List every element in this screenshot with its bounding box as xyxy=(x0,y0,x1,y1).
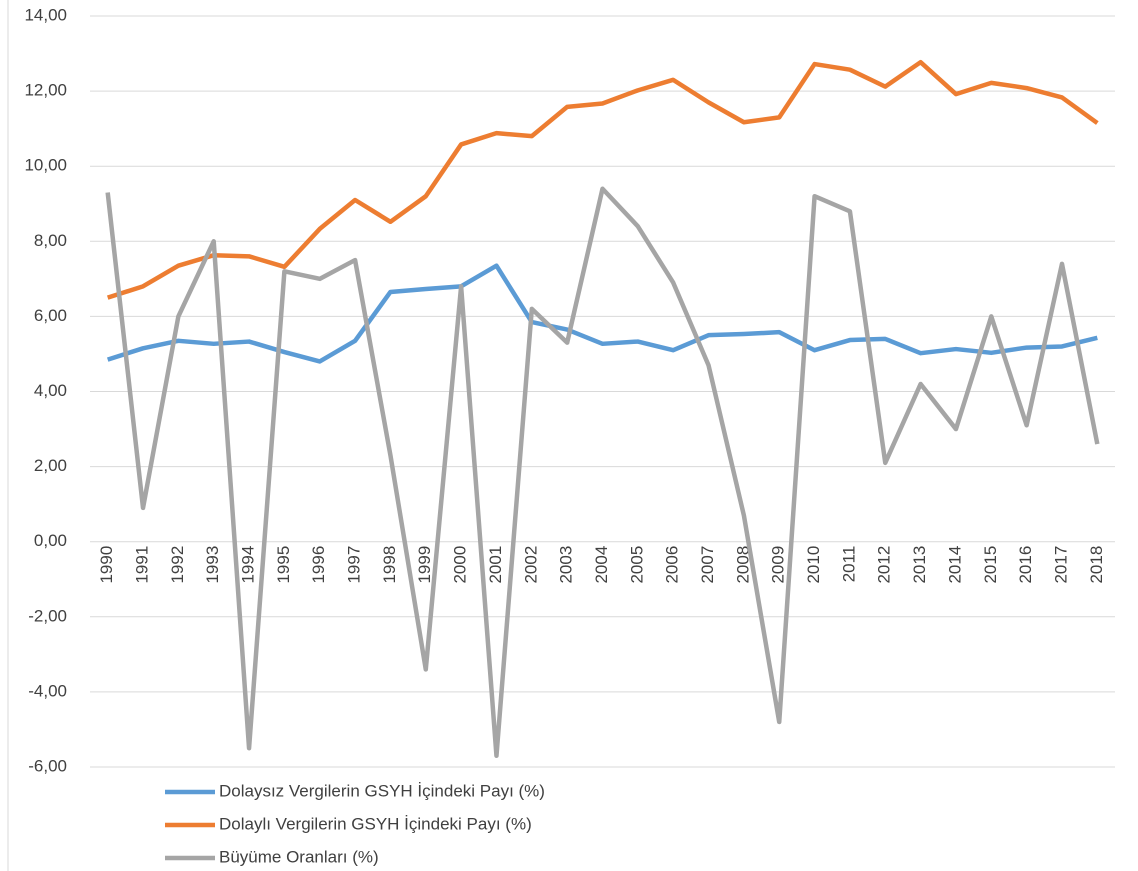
x-tick-label: 1996 xyxy=(309,546,328,584)
series-line xyxy=(106,263,1098,364)
y-tick-label: 12,00 xyxy=(24,81,67,100)
x-tick-label: 2008 xyxy=(733,546,752,584)
x-tick-label: 2011 xyxy=(839,546,858,583)
x-tick-label: 2006 xyxy=(663,546,682,584)
y-tick-label: 6,00 xyxy=(34,306,67,325)
legend-label: Dolaysız Vergilerin GSYH İçindeki Payı (… xyxy=(219,781,545,800)
x-tick-label: 2016 xyxy=(1016,546,1035,584)
y-tick-label: -4,00 xyxy=(28,681,67,700)
y-tick-label: 2,00 xyxy=(34,456,67,475)
y-tick-label: -2,00 xyxy=(28,606,67,625)
x-tick-label: 1997 xyxy=(345,546,364,584)
y-tick-label: 0,00 xyxy=(34,531,67,550)
x-tick-label: 1998 xyxy=(380,546,399,584)
x-tick-label: 2012 xyxy=(875,546,894,584)
y-tick-label: 8,00 xyxy=(34,231,67,250)
x-tick-label: 2005 xyxy=(627,546,646,584)
series-line xyxy=(106,59,1099,300)
x-tick-label: 2018 xyxy=(1087,546,1106,584)
series-line xyxy=(105,186,1100,758)
legend-label: Büyüme Oranları (%) xyxy=(219,847,379,866)
legend-label: Dolaylı Vergilerin GSYH İçindeki Payı (%… xyxy=(219,814,532,833)
x-tick-label: 2010 xyxy=(804,546,823,584)
x-tick-label: 1990 xyxy=(97,546,116,584)
x-tick-label: 1999 xyxy=(415,546,434,584)
y-tick-label: 4,00 xyxy=(34,381,67,400)
y-tick-label: -6,00 xyxy=(28,756,67,775)
x-tick-label: 1992 xyxy=(168,546,187,584)
x-tick-label: 1991 xyxy=(133,546,152,584)
x-tick-label: 2002 xyxy=(521,546,540,584)
x-tick-label: 2013 xyxy=(910,546,929,584)
x-tick-label: 2004 xyxy=(592,546,611,584)
x-tick-label: 2009 xyxy=(769,546,788,584)
x-tick-label: 1994 xyxy=(239,546,258,584)
x-tick-label: 2001 xyxy=(486,546,505,584)
x-tick-label: 2017 xyxy=(1051,546,1070,584)
x-tick-label: 2003 xyxy=(557,546,576,584)
x-tick-label: 2000 xyxy=(451,546,470,584)
x-tick-label: 1995 xyxy=(274,546,293,584)
x-tick-label: 1993 xyxy=(203,546,222,584)
x-tick-label: 2015 xyxy=(981,546,1000,584)
x-tick-label: 2007 xyxy=(698,546,717,584)
y-tick-label: 10,00 xyxy=(24,156,67,175)
y-tick-label: 14,00 xyxy=(24,5,67,24)
x-tick-label: 2014 xyxy=(945,546,964,584)
